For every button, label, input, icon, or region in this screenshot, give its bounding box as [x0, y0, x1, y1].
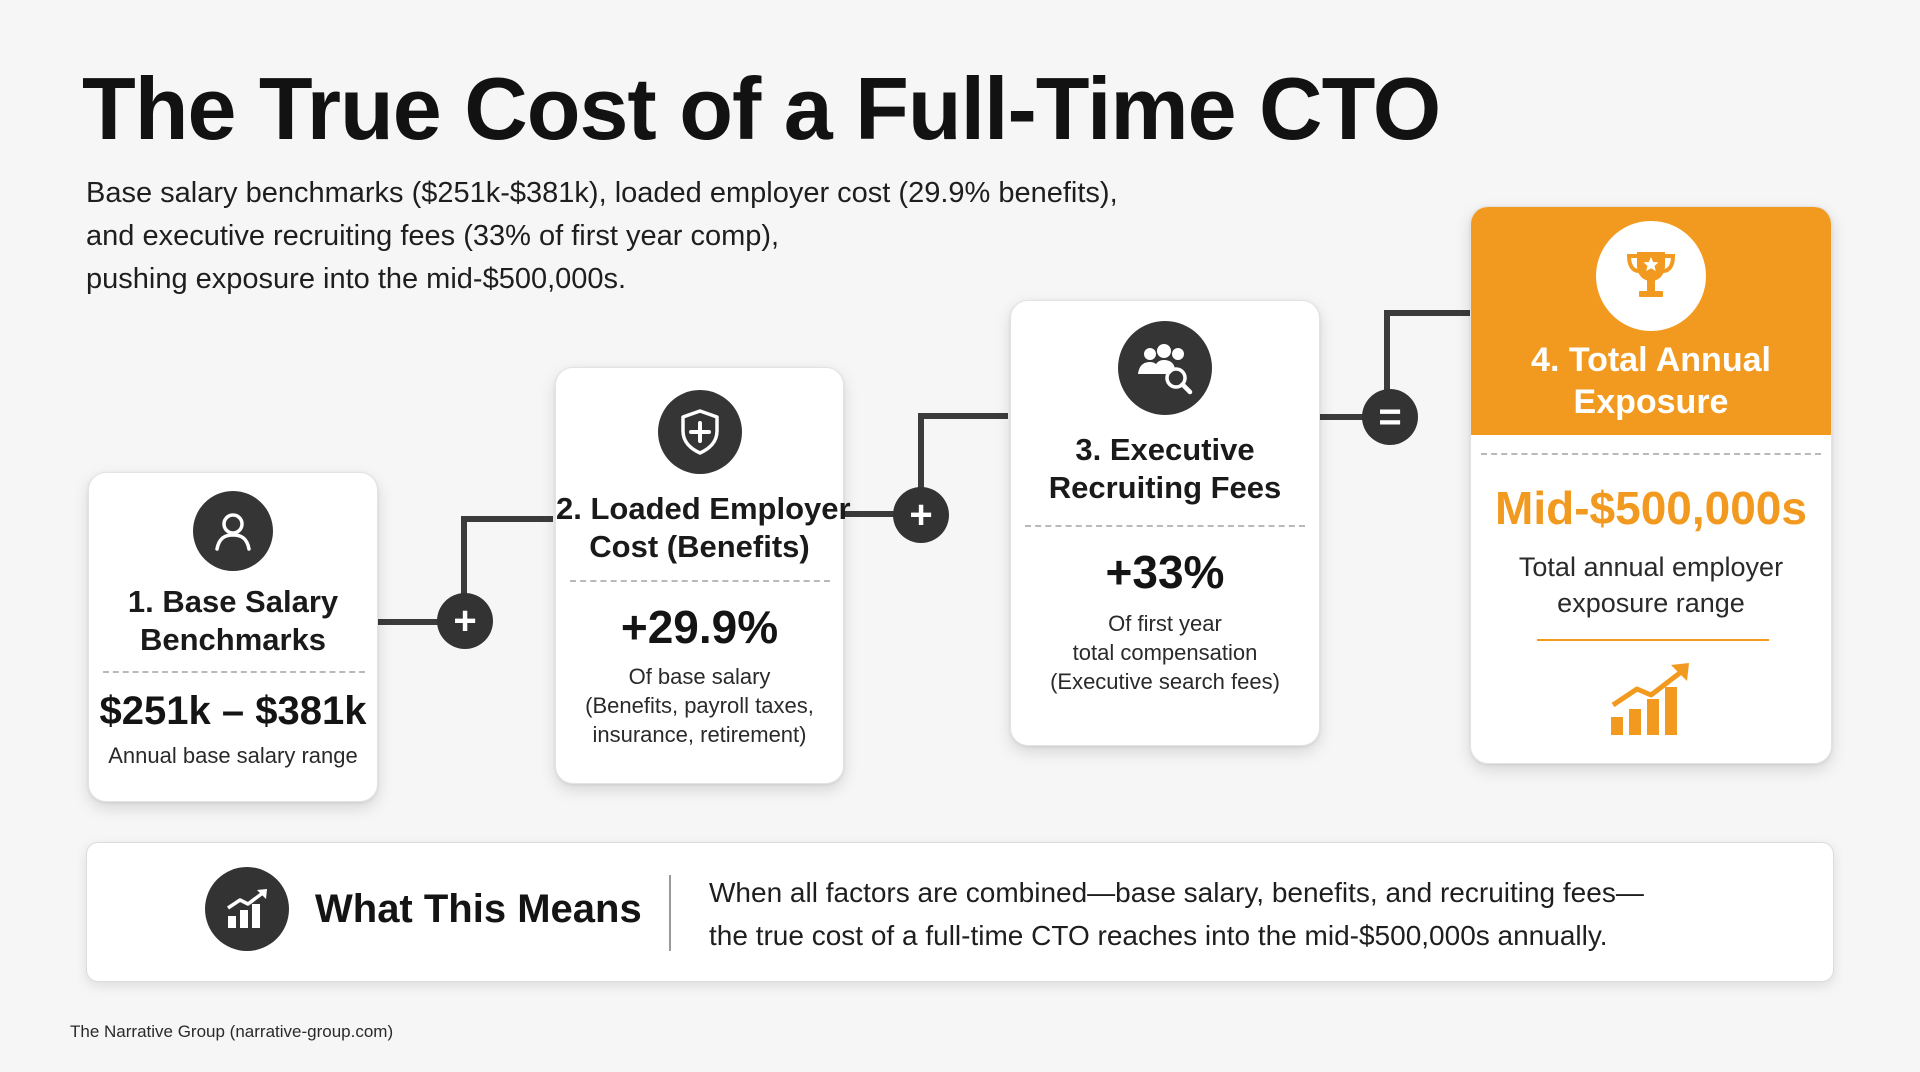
rising-bar-chart-icon	[1611, 663, 1689, 735]
step-title: 4. Total Annual Exposure	[1531, 341, 1771, 421]
trophy-icon	[1596, 221, 1706, 331]
equals-operator: =	[1362, 389, 1418, 445]
plus-operator: +	[437, 593, 493, 649]
step-card-total-exposure: 4. Total Annual Exposure Mid-$500,000s T…	[1470, 206, 1832, 764]
page-title: The True Cost of a Full-Time CTO	[82, 59, 1441, 158]
connector-line	[461, 516, 467, 622]
people-search-icon	[1118, 321, 1212, 415]
step-value: +29.9%	[620, 601, 779, 653]
step-value: +33%	[1105, 546, 1225, 598]
step-value: Mid-$500,000s	[1495, 482, 1807, 534]
divider	[1025, 525, 1305, 527]
divider	[570, 580, 830, 582]
step-card-loaded-cost: 2. Loaded Employer Cost (Benefits) +29.9…	[555, 367, 851, 784]
plus-operator: +	[893, 487, 949, 543]
step-title: 1. Base Salary Benchmarks	[127, 584, 339, 657]
connector-line	[1384, 310, 1470, 316]
summary-heading: What This Means	[315, 887, 642, 931]
footer-credit: The Narrative Group (narrative-group.com…	[70, 1022, 394, 1041]
step-title: 3. Executive Recruiting Fees	[1048, 432, 1282, 505]
step-description: Of base salary (Benefits, payroll taxes,…	[585, 664, 814, 747]
connector-line	[378, 619, 438, 625]
step-title: 2. Loaded Employer Cost (Benefits)	[556, 491, 851, 564]
step-card-base-salary: 1. Base Salary Benchmarks $251k – $381k …	[88, 472, 378, 802]
connector-line	[844, 511, 896, 517]
connector-line	[1320, 414, 1382, 420]
connector-line	[461, 516, 553, 522]
step-value: $251k – $381k	[99, 689, 367, 733]
step-description: Total annual employer exposure range	[1518, 552, 1784, 618]
connector-line	[1384, 310, 1390, 392]
step-card-recruiting-fees: 3. Executive Recruiting Fees +33% Of fir…	[1010, 300, 1320, 746]
page-subtitle: Base salary benchmarks ($251k-$381k), lo…	[86, 172, 1186, 301]
divider	[1481, 453, 1821, 455]
subtitle-line: and executive recruiting fees (33% of fi…	[86, 220, 780, 252]
connector-line	[918, 413, 1008, 419]
shield-plus-icon	[657, 390, 742, 474]
summary-text: When all factors are combined—base salar…	[709, 877, 1644, 951]
divider	[669, 875, 671, 951]
chart-growth-icon	[205, 867, 289, 951]
subtitle-line: pushing exposure into the mid-$500,000s.	[86, 263, 627, 295]
person-icon	[193, 491, 273, 571]
summary-box: What This Means When all factors are com…	[86, 842, 1834, 982]
step-description: Annual base salary range	[108, 743, 358, 768]
divider	[103, 671, 365, 673]
subtitle-line: Base salary benchmarks ($251k-$381k), lo…	[86, 177, 1118, 209]
divider	[1537, 639, 1769, 641]
connector-line	[918, 413, 924, 515]
step-description: Of first year total compensation (Execut…	[1050, 611, 1280, 694]
